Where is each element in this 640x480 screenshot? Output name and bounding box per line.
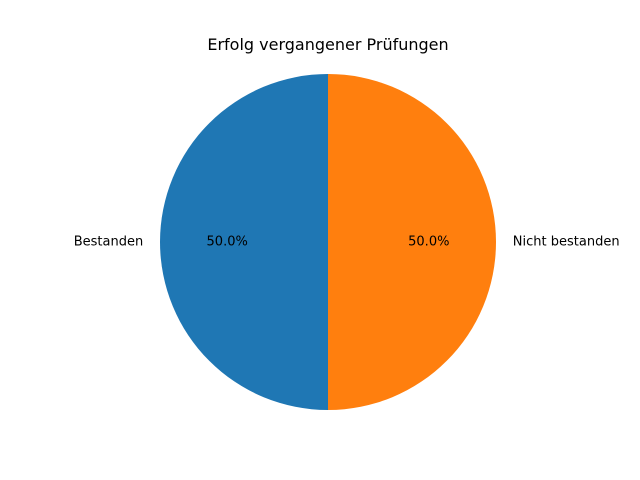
pie-slice-2: [328, 74, 496, 410]
slice-label-1: Bestanden: [74, 235, 143, 250]
slice-percent-2: 50.0%: [408, 235, 449, 250]
slice-label-2: Nicht bestanden: [513, 235, 620, 250]
pie-slices: [160, 74, 496, 410]
chart-title: Erfolg vergangener Prüfungen: [207, 35, 448, 54]
slice-percent-1: 50.0%: [207, 235, 248, 250]
pie-labels: Bestanden 50.0% Nicht bestanden 50.0%: [74, 235, 620, 250]
pie-slice-1: [160, 74, 328, 410]
